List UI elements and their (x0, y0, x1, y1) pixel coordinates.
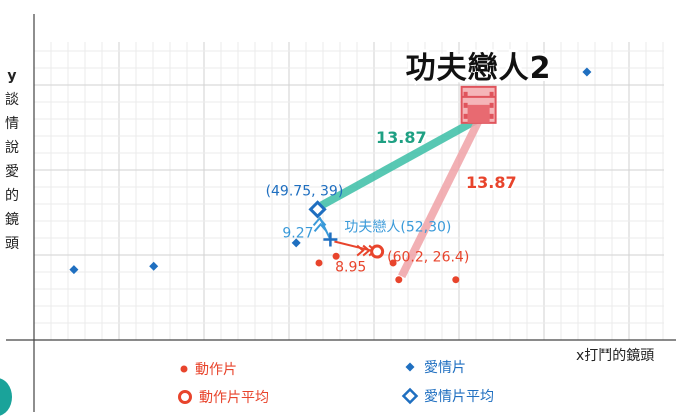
action-movie-point (452, 276, 460, 284)
distance-band-action (398, 119, 483, 279)
arrow-head-romance (313, 222, 328, 233)
distance-label-romance: 13.87 (376, 128, 427, 147)
legend-romance-marker (405, 362, 415, 372)
action-movie-point (332, 252, 340, 260)
chart-title: 功夫戀人2 (406, 51, 552, 86)
action-movie-point (389, 259, 397, 267)
y-axis-label-char: 頭 (5, 236, 19, 252)
film-icon-perforation (463, 91, 468, 97)
y-axis-label-char: 的 (5, 188, 19, 204)
y-axis-label-char: 說 (5, 139, 19, 156)
y-axis-label-char: 鏡 (5, 212, 19, 228)
film-icon-perforation (489, 91, 494, 97)
romance-movie-point (582, 67, 592, 77)
arrow-head-action (356, 244, 365, 257)
legend-romance-label: 愛情片 (424, 360, 466, 376)
y-axis-label-char: 愛 (5, 164, 19, 180)
action-movie-point (395, 276, 403, 284)
film-icon-fill (467, 104, 490, 123)
romance-movie-point (149, 261, 159, 271)
y-axis-label-char: y (7, 68, 16, 84)
film-icon-perforation (463, 113, 468, 119)
new-movie-label: 功夫戀人(52,30) (344, 220, 451, 236)
legend-action-average-label: 動作片平均 (199, 390, 269, 406)
y-axis-label-char: 情 (5, 116, 19, 132)
film-icon-perforation (489, 113, 494, 119)
legend-action-marker (180, 365, 188, 373)
legend-romance-average-label: 愛情片平均 (424, 389, 494, 405)
romance-distance-label: 9.27 (282, 226, 313, 242)
distance-label-action: 13.87 (466, 173, 517, 192)
action-average-label: (60.2, 26.4) (387, 250, 469, 266)
romance-average-marker (308, 200, 327, 219)
arrow-to-action-average (334, 240, 372, 252)
action-distance-label: 8.95 (335, 260, 366, 276)
legend-action-average-marker (178, 390, 192, 404)
edge-decoration (0, 378, 12, 416)
legend-romance-average-marker (401, 387, 419, 405)
action-movie-point (315, 259, 323, 267)
film-icon-perforation (489, 102, 494, 108)
arrow-head-romance (312, 216, 327, 227)
film-icon-perforation (463, 102, 468, 108)
romance-movie-point (291, 238, 301, 248)
arrow-head-action (362, 244, 371, 257)
romance-average-label: (49.75, 39) (266, 183, 344, 199)
distance-band-romance (319, 115, 481, 209)
y-axis-label-char: 談 (5, 92, 19, 108)
romance-movie-point (69, 265, 79, 275)
legend-action-label: 動作片 (195, 362, 237, 378)
x-axis-label: x打鬥的鏡頭 (576, 347, 654, 364)
action-average-marker (370, 244, 385, 259)
